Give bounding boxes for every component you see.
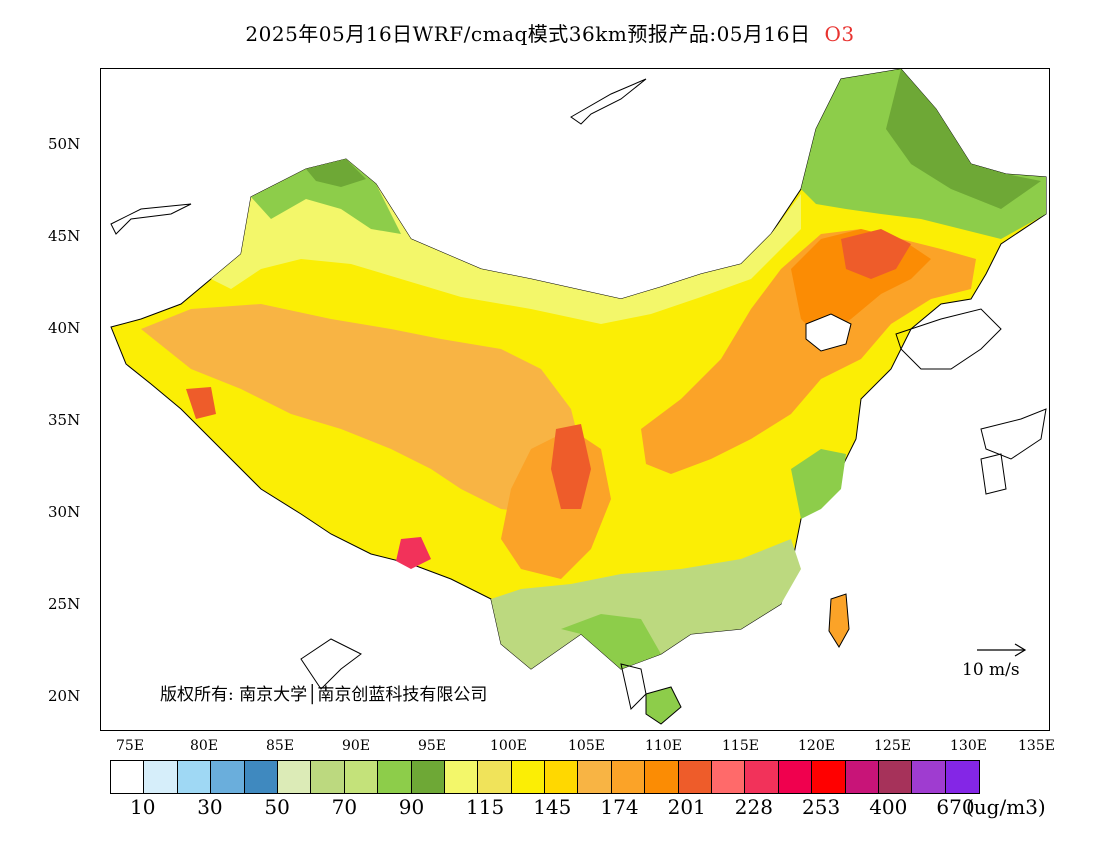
color-swatch [845,761,879,793]
color-swatch [611,761,646,793]
lon-label: 105E [568,738,605,754]
lon-label: 80E [190,738,219,754]
color-swatch [244,761,278,793]
color-swatch [177,761,212,793]
color-swatch [878,761,913,793]
color-swatch [578,761,612,793]
color-swatch [678,761,713,793]
color-swatch [511,761,546,793]
color-swatch [378,761,412,793]
color-swatch [344,761,379,793]
unit-label: (ug/m3) [966,795,1046,819]
map-title: 2025年05月16日WRF/cmaq模式36km预报产品:05月16日 O3 [0,18,1100,47]
lon-label: 115E [722,738,759,754]
lat-label: 50N [48,135,81,153]
scale-label: 10 [130,795,156,819]
lon-label: 95E [418,738,447,754]
color-swatch [277,761,312,793]
color-scale-bar [110,760,981,794]
lat-label: 30N [48,503,81,521]
lon-label: 90E [342,738,371,754]
lon-label: 120E [798,738,835,754]
concentration-field [110,69,1047,725]
lon-label: 125E [874,738,911,754]
color-swatch [478,761,512,793]
lat-label: 20N [48,687,81,705]
scale-label: 90 [398,795,425,819]
scale-label: 201 [667,795,706,819]
color-swatch [444,761,479,793]
lon-label: 110E [645,738,682,754]
scale-label: 70 [331,795,358,819]
pollutant-species: O3 [824,22,855,46]
color-swatch [712,761,746,793]
copyright-text: 版权所有: 南京大学│南京创蓝科技有限公司 [160,685,488,705]
color-swatch [812,761,846,793]
color-swatch [778,761,813,793]
scale-label: 400 [869,795,908,819]
scale-label: 30 [197,795,223,819]
forecast-map [100,68,1050,731]
color-swatch [211,761,245,793]
scale-label: 115 [466,795,505,819]
scale-label: 50 [264,795,290,819]
lon-label: 130E [950,738,987,754]
color-swatch [111,761,145,793]
lat-label: 25N [48,595,81,613]
color-swatch [545,761,579,793]
scale-label: 145 [533,795,572,819]
lon-label: 75E [116,738,145,754]
scale-label: 670 [936,795,975,819]
wind-reference-arrow [977,643,1027,657]
lat-label: 45N [48,227,81,245]
lon-label: 85E [266,738,295,754]
color-swatch [411,761,445,793]
scale-label: 174 [600,795,639,819]
color-swatch [745,761,779,793]
scale-label: 228 [734,795,773,819]
lat-label: 35N [48,411,81,429]
color-swatch [945,761,980,793]
lat-label: 40N [48,319,81,337]
color-swatch [311,761,345,793]
lon-label: 100E [490,738,527,754]
wind-reference-label: 10 m/s [962,660,1020,680]
scale-label: 253 [802,795,841,819]
color-swatch [912,761,946,793]
color-swatch [645,761,679,793]
lon-label: 135E [1018,738,1055,754]
title-text: 2025年05月16日WRF/cmaq模式36km预报产品:05月16日 [245,22,811,46]
color-swatch [144,761,178,793]
